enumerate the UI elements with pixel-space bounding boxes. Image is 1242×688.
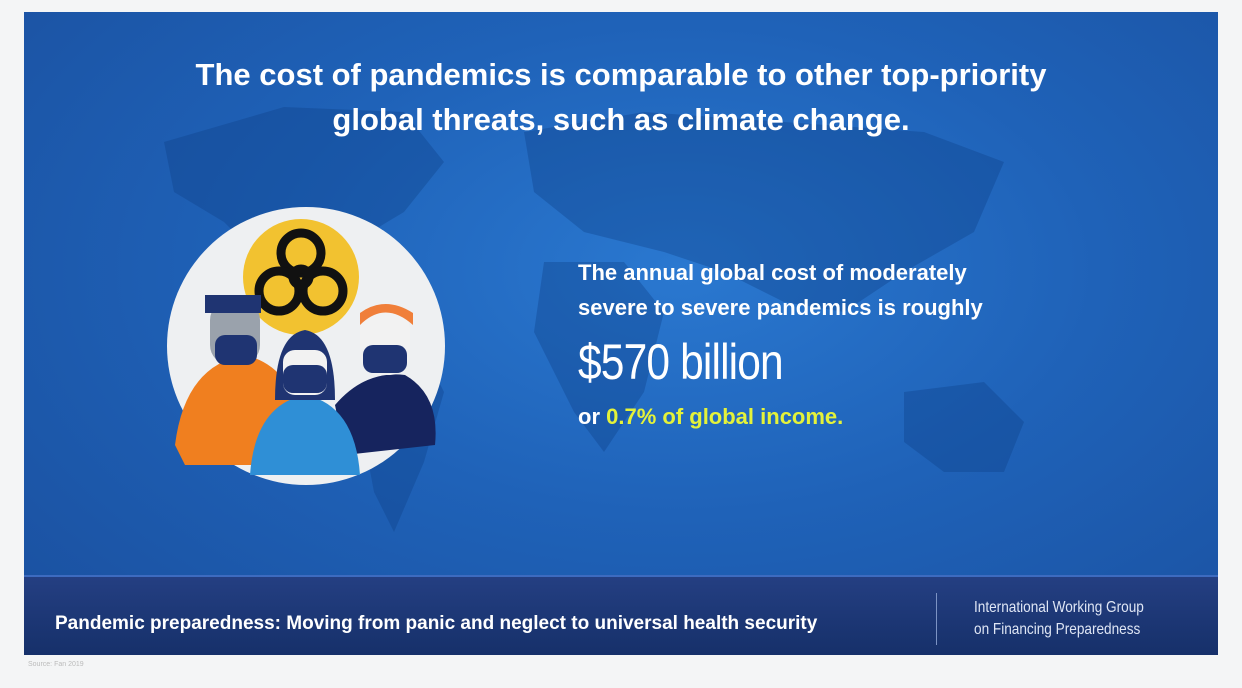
infographic-panel: The cost of pandemics is comparable to o…	[24, 12, 1218, 655]
organization-name: International Working Group on Financing…	[974, 597, 1144, 641]
headline-line-1: The cost of pandemics is comparable to o…	[195, 57, 1047, 92]
report-title: Pandemic preparedness: Moving from panic…	[55, 613, 818, 634]
stat-line-2: severe to severe pandemics is roughly	[578, 295, 983, 320]
person-right-icon	[335, 304, 436, 455]
organization-line-2: on Financing Preparedness	[974, 621, 1141, 638]
headline: The cost of pandemics is comparable to o…	[24, 52, 1218, 142]
headline-line-2: global threats, such as climate change.	[332, 102, 910, 137]
footer-divider	[936, 593, 937, 645]
person-center-icon	[250, 330, 360, 475]
source-note: Source: Fan 2019	[28, 661, 84, 668]
cost-statement: The annual global cost of moderately sev…	[578, 255, 983, 434]
organization-line-1: International Working Group	[974, 599, 1144, 616]
cost-amount: $570 billion	[578, 334, 784, 390]
biohazard-icon	[254, 228, 348, 316]
income-share-highlight: 0.7% of global income.	[606, 404, 844, 429]
masked-people-illustration	[167, 207, 445, 485]
stat-prefix: or	[578, 404, 607, 429]
footer-bar: Pandemic preparedness: Moving from panic…	[24, 575, 1218, 655]
stat-line-1: The annual global cost of moderately	[578, 260, 967, 285]
